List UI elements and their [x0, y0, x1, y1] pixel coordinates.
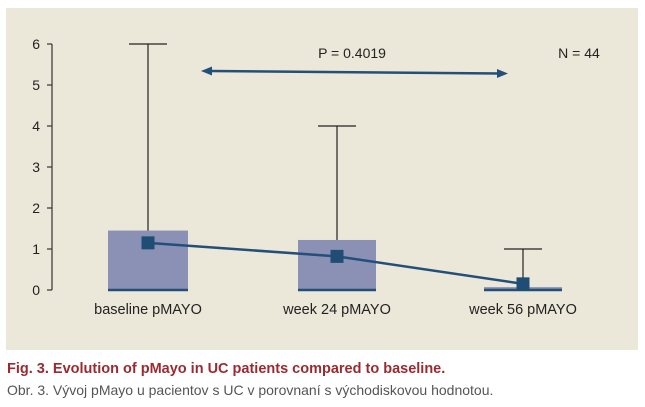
y-tick-label: 5 — [32, 77, 40, 93]
y-axis: 0 1 2 3 4 5 6 — [32, 36, 53, 298]
chart-panel: 0 1 2 3 4 5 6 baseline pMAYO week 24 pMAYO week … — [6, 8, 638, 350]
y-tick-label: 4 — [32, 118, 40, 134]
y-tick-label: 6 — [32, 36, 40, 52]
y-tick-label: 2 — [32, 200, 40, 216]
y-tick-label: 3 — [32, 159, 40, 175]
figure-caption-slovak: Obr. 3. Vývoj pMayo u pacientov s UC v p… — [7, 382, 494, 398]
x-category-label: week 24 pMAYO — [282, 302, 391, 318]
x-category-label: baseline pMAYO — [94, 302, 202, 318]
figure-caption-english: Fig. 3. Evolution of pMayo in UC patient… — [7, 361, 446, 377]
n-annotation: N = 44 — [558, 45, 600, 61]
data-point-marker — [330, 249, 344, 263]
y-tick-label: 1 — [32, 241, 40, 257]
box-plot-chart: 0 1 2 3 4 5 6 baseline pMAYO week 24 pMAYO week … — [32, 36, 600, 318]
mean-line — [141, 236, 530, 291]
data-point-marker — [516, 277, 530, 291]
box-rect — [298, 239, 376, 290]
comparison-arrow — [201, 66, 508, 78]
p-value-annotation: P = 0.4019 — [318, 45, 386, 61]
x-axis-labels: baseline pMAYO week 24 pMAYO week 56 pMAYO — [94, 302, 577, 318]
data-point-marker — [141, 236, 155, 250]
y-tick-label: 0 — [32, 282, 40, 298]
annotations: P = 0.4019 N = 44 — [201, 45, 600, 78]
x-category-label: week 56 pMAYO — [468, 302, 577, 318]
